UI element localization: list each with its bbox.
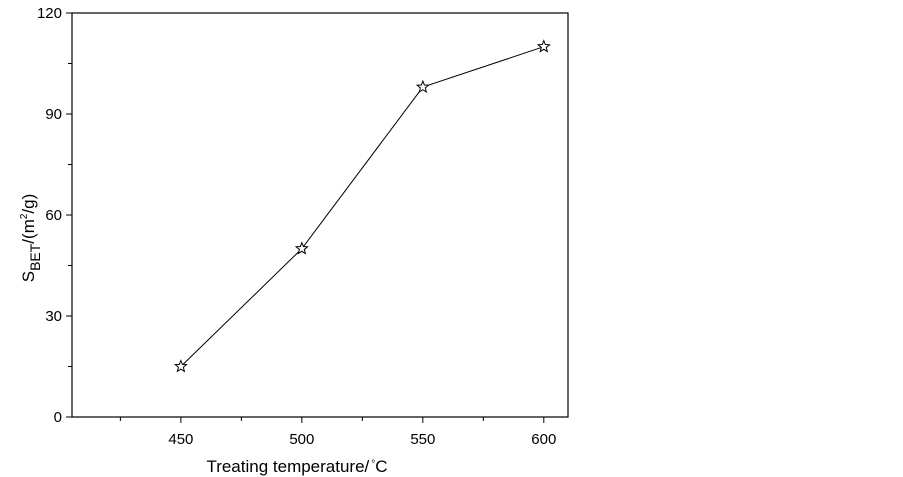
x-tick-label: 500 (289, 431, 314, 448)
y-tick-label: 60 (45, 207, 62, 224)
star-marker (173, 359, 188, 373)
degree-symbol: ° (371, 459, 375, 470)
x-tick-label: 450 (168, 431, 193, 448)
plot-area-border (71, 12, 569, 418)
series-line (180, 46, 544, 367)
y-axis-label: SBET/(m2/g) (19, 194, 43, 283)
y-tick-label: 0 (54, 409, 62, 426)
x-tick-label: 550 (410, 431, 435, 448)
axis-ticks (66, 12, 545, 423)
y-tick-label: 30 (45, 308, 62, 325)
y-tick-label: 90 (45, 106, 62, 123)
x-axis-label: Treating temperature/°C (206, 457, 387, 476)
star-marker (294, 241, 309, 255)
data-series (173, 39, 551, 373)
tick-labels: 450 500 550 600 0 30 60 90 120 (37, 5, 556, 448)
plot-frame (71, 12, 569, 418)
x-tick-label: 600 (531, 431, 556, 448)
star-marker (415, 79, 430, 94)
star-marker (536, 39, 551, 53)
y-tick-label: 120 (37, 5, 62, 22)
